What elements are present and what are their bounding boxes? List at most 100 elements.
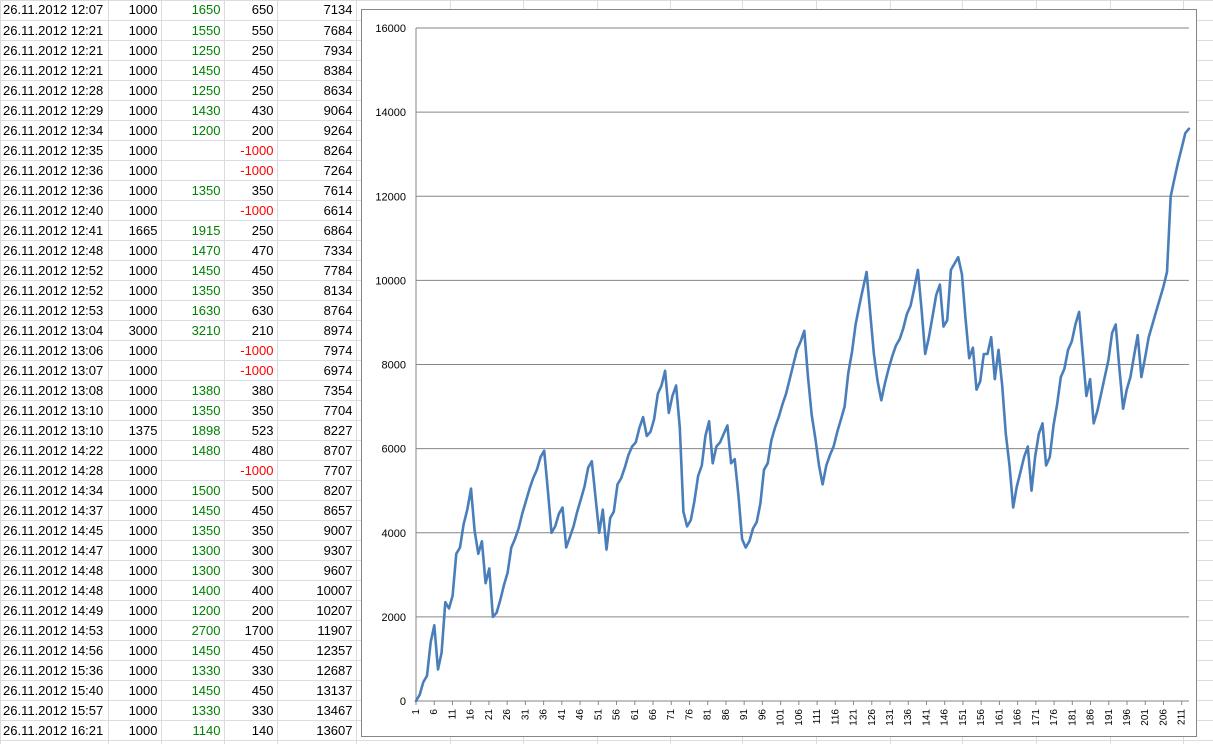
profit-cell[interactable]: 470	[224, 240, 278, 261]
stake-cell[interactable]: 1000	[108, 400, 162, 421]
balance-cell[interactable]: 11907	[277, 620, 357, 641]
balance-cell[interactable]: 9007	[277, 520, 357, 541]
date-cell[interactable]: 26.11.2012 14:22	[0, 440, 109, 461]
date-cell[interactable]: 26.11.2012 14:28	[0, 460, 109, 481]
profit-cell[interactable]: 300	[224, 560, 278, 581]
profit-cell[interactable]: 450	[224, 500, 278, 521]
date-cell[interactable]: 26.11.2012 12:07	[0, 0, 109, 21]
payout-cell[interactable]: 1650	[161, 0, 225, 21]
table-row[interactable]: 26.11.2012 15:40 1000 1450 450 13137	[0, 680, 357, 701]
balance-cell[interactable]: 6614	[277, 200, 357, 221]
table-row[interactable]: 26.11.2012 12:21 1000 1250 250 7934	[0, 40, 357, 61]
balance-cell[interactable]: 7934	[277, 40, 357, 61]
date-cell[interactable]: 26.11.2012 12:21	[0, 20, 109, 41]
table-row[interactable]: 26.11.2012 15:36 1000 1330 330 12687	[0, 660, 357, 681]
stake-cell[interactable]: 1000	[108, 140, 162, 161]
payout-cell[interactable]: 1300	[161, 560, 225, 581]
balance-cell[interactable]: 13467	[277, 700, 357, 721]
profit-cell[interactable]: -1000	[224, 140, 278, 161]
profit-cell[interactable]: 200	[224, 120, 278, 141]
table-row[interactable]: 26.11.2012 14:28 1000 -1000 7707	[0, 460, 357, 481]
payout-cell[interactable]: 1330	[161, 660, 225, 681]
payout-cell[interactable]	[161, 160, 225, 181]
profit-cell[interactable]: 350	[224, 520, 278, 541]
date-cell[interactable]: 26.11.2012 15:36	[0, 660, 109, 681]
date-cell[interactable]: 26.11.2012 14:47	[0, 540, 109, 561]
date-cell[interactable]: 26.11.2012 12:21	[0, 40, 109, 61]
balance-cell[interactable]: 10007	[277, 580, 357, 601]
stake-cell[interactable]: 3000	[108, 320, 162, 341]
profit-cell[interactable]: 450	[224, 60, 278, 81]
table-row[interactable]: 26.11.2012 14:47 1000 1300 300 9307	[0, 540, 357, 561]
profit-cell[interactable]: 140	[224, 720, 278, 741]
table-row[interactable]: 26.11.2012 14:48 1000 1300 300 9607	[0, 560, 357, 581]
balance-cell[interactable]: 8974	[277, 320, 357, 341]
date-cell[interactable]: 26.11.2012 13:06	[0, 340, 109, 361]
payout-cell[interactable]: 1450	[161, 640, 225, 661]
stake-cell[interactable]: 1000	[108, 280, 162, 301]
stake-cell[interactable]: 1000	[108, 540, 162, 561]
profit-cell[interactable]: 330	[224, 700, 278, 721]
table-row[interactable]: 26.11.2012 12:48 1000 1470 470 7334	[0, 240, 357, 261]
payout-cell[interactable]: 1350	[161, 180, 225, 201]
balance-cell[interactable]: 6864	[277, 220, 357, 241]
balance-cell[interactable]: 7684	[277, 20, 357, 41]
payout-cell[interactable]: 1500	[161, 480, 225, 501]
payout-cell[interactable]: 1330	[161, 700, 225, 721]
stake-cell[interactable]: 1000	[108, 0, 162, 21]
table-row[interactable]: 26.11.2012 14:45 1000 1350 350 9007	[0, 520, 357, 541]
date-cell[interactable]: 26.11.2012 14:49	[0, 600, 109, 621]
date-cell[interactable]: 26.11.2012 14:48	[0, 580, 109, 601]
table-row[interactable]: 26.11.2012 13:06 1000 -1000 7974	[0, 340, 357, 361]
table-row[interactable]: 26.11.2012 13:07 1000 -1000 6974	[0, 360, 357, 381]
stake-cell[interactable]: 1000	[108, 240, 162, 261]
table-row[interactable]: 26.11.2012 12:36 1000 1350 350 7614	[0, 180, 357, 201]
date-cell[interactable]: 26.11.2012 14:45	[0, 520, 109, 541]
stake-cell[interactable]: 1000	[108, 160, 162, 181]
payout-cell[interactable]: 1380	[161, 380, 225, 401]
profit-cell[interactable]: 380	[224, 380, 278, 401]
payout-cell[interactable]: 1400	[161, 580, 225, 601]
payout-cell[interactable]: 3210	[161, 320, 225, 341]
date-cell[interactable]: 26.11.2012 12:53	[0, 300, 109, 321]
stake-cell[interactable]: 1000	[108, 300, 162, 321]
profit-cell[interactable]: 400	[224, 580, 278, 601]
payout-cell[interactable]	[161, 200, 225, 221]
payout-cell[interactable]: 1430	[161, 100, 225, 121]
date-cell[interactable]: 26.11.2012 12:48	[0, 240, 109, 261]
profit-cell[interactable]: 450	[224, 260, 278, 281]
date-cell[interactable]: 26.11.2012 12:36	[0, 160, 109, 181]
balance-cell[interactable]: 7784	[277, 260, 357, 281]
stake-cell[interactable]: 1375	[108, 420, 162, 441]
balance-cell[interactable]: 7264	[277, 160, 357, 181]
stake-cell[interactable]: 1000	[108, 180, 162, 201]
payout-cell[interactable]: 1140	[161, 720, 225, 741]
payout-cell[interactable]: 1450	[161, 260, 225, 281]
date-cell[interactable]: 26.11.2012 12:21	[0, 60, 109, 81]
profit-cell[interactable]: 350	[224, 280, 278, 301]
balance-chart[interactable]: 0 2000 4000 6000 8000 10000 12000 14000 16000 1 6 1…	[361, 9, 1197, 737]
date-cell[interactable]: 26.11.2012 12:40	[0, 200, 109, 221]
table-row[interactable]: 26.11.2012 16:21 1000 1140 140 13607	[0, 720, 357, 741]
stake-cell[interactable]: 1000	[108, 360, 162, 381]
stake-cell[interactable]: 1000	[108, 560, 162, 581]
stake-cell[interactable]: 1000	[108, 100, 162, 121]
payout-cell[interactable]	[161, 140, 225, 161]
profit-cell[interactable]: 200	[224, 600, 278, 621]
balance-cell[interactable]: 12357	[277, 640, 357, 661]
date-cell[interactable]: 26.11.2012 14:56	[0, 640, 109, 661]
profit-cell[interactable]: 550	[224, 20, 278, 41]
stake-cell[interactable]: 1000	[108, 20, 162, 41]
profit-cell[interactable]: -1000	[224, 200, 278, 221]
balance-cell[interactable]: 9607	[277, 560, 357, 581]
table-row[interactable]: 26.11.2012 14:49 1000 1200 200 10207	[0, 600, 357, 621]
payout-cell[interactable]: 1480	[161, 440, 225, 461]
payout-cell[interactable]: 1915	[161, 220, 225, 241]
balance-cell[interactable]: 13607	[277, 720, 357, 741]
profit-cell[interactable]: 630	[224, 300, 278, 321]
profit-cell[interactable]: 430	[224, 100, 278, 121]
table-row[interactable]: 26.11.2012 12:28 1000 1250 250 8634	[0, 80, 357, 101]
stake-cell[interactable]: 1000	[108, 640, 162, 661]
balance-cell[interactable]: 7974	[277, 340, 357, 361]
table-row[interactable]: 26.11.2012 12:52 1000 1450 450 7784	[0, 260, 357, 281]
